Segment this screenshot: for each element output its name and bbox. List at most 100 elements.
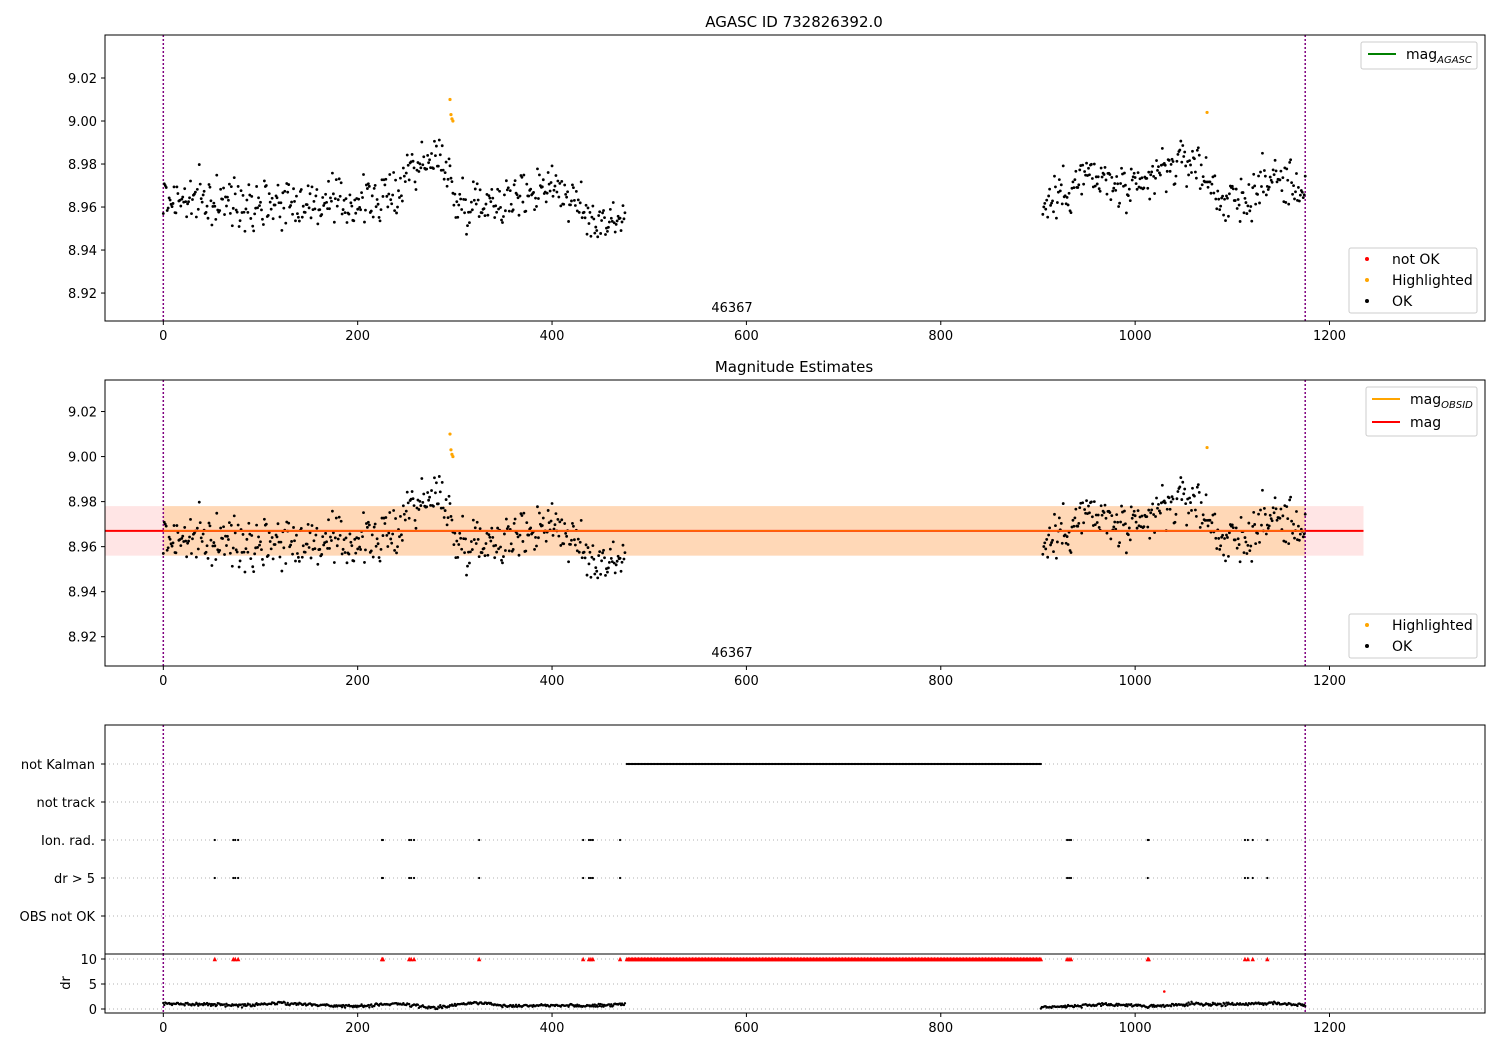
flag-point bbox=[478, 838, 481, 842]
ok-point bbox=[370, 194, 374, 198]
ok-point bbox=[1270, 180, 1274, 184]
ok-point bbox=[450, 518, 454, 522]
ok-point bbox=[553, 184, 557, 188]
ok-point bbox=[403, 180, 407, 184]
ok-point bbox=[599, 572, 603, 576]
ok-point bbox=[1248, 549, 1252, 553]
ok-point bbox=[407, 178, 411, 182]
ok-point bbox=[1120, 166, 1123, 170]
ok-point bbox=[1098, 189, 1102, 193]
ok-point bbox=[1260, 523, 1263, 527]
ok-point bbox=[1152, 174, 1156, 178]
ok-point bbox=[237, 225, 241, 228]
ok-point bbox=[344, 536, 348, 540]
ok-point bbox=[1168, 507, 1172, 511]
ok-point bbox=[325, 540, 328, 544]
ok-point bbox=[252, 570, 256, 574]
ok-point bbox=[619, 229, 623, 232]
ok-point bbox=[505, 188, 509, 192]
ok-point bbox=[1085, 499, 1088, 503]
ok-point bbox=[183, 187, 187, 191]
ok-point bbox=[517, 553, 521, 557]
ok-point bbox=[413, 180, 417, 184]
flag-point bbox=[618, 876, 622, 880]
ok-point bbox=[187, 200, 190, 204]
ok-point bbox=[275, 196, 279, 200]
dr-point bbox=[342, 1004, 346, 1007]
ok-point bbox=[1053, 174, 1056, 178]
ok-point bbox=[174, 551, 178, 555]
highlighted-point bbox=[1205, 445, 1209, 450]
ok-point bbox=[1103, 165, 1107, 169]
ok-point bbox=[1191, 486, 1194, 490]
ok-point bbox=[498, 189, 501, 193]
ok-point bbox=[1176, 490, 1180, 493]
ok-point bbox=[478, 188, 482, 192]
ok-point bbox=[312, 200, 316, 203]
dr-point bbox=[253, 1004, 256, 1008]
ok-point bbox=[1200, 183, 1204, 187]
ok-point bbox=[588, 211, 592, 214]
ok-point bbox=[199, 197, 203, 201]
flag-point bbox=[1251, 876, 1254, 880]
y-tick-label: 8.92 bbox=[68, 287, 97, 302]
ok-point bbox=[1069, 211, 1073, 215]
ok-point bbox=[410, 490, 414, 493]
ok-point bbox=[1234, 187, 1238, 191]
ok-point bbox=[589, 575, 593, 579]
ok-point bbox=[1156, 506, 1159, 510]
ok-point bbox=[212, 541, 216, 544]
ok-point bbox=[552, 188, 556, 192]
ok-point bbox=[267, 192, 271, 196]
ok-point bbox=[172, 185, 176, 189]
ok-point bbox=[1118, 201, 1121, 205]
ok-point bbox=[590, 215, 594, 219]
ok-point bbox=[1291, 531, 1294, 535]
dr-point bbox=[1225, 1001, 1228, 1004]
ok-point bbox=[1218, 547, 1222, 551]
ok-point bbox=[1159, 173, 1162, 177]
ok-point bbox=[1273, 496, 1277, 500]
ok-point bbox=[1082, 182, 1086, 186]
ok-point bbox=[1126, 194, 1130, 198]
ok-point bbox=[1129, 505, 1133, 509]
ok-point bbox=[463, 211, 466, 215]
ok-point bbox=[179, 544, 183, 548]
ok-point bbox=[1191, 149, 1194, 153]
ok-point bbox=[381, 534, 385, 537]
ok-point bbox=[278, 215, 282, 219]
ok-point bbox=[1100, 513, 1104, 517]
ok-point bbox=[250, 194, 254, 198]
legend-ok-label: OK bbox=[1392, 294, 1413, 310]
ok-point bbox=[1077, 521, 1081, 525]
ok-point bbox=[362, 173, 365, 176]
ok-point bbox=[614, 222, 618, 226]
ok-point bbox=[315, 526, 319, 530]
ok-point bbox=[270, 536, 274, 539]
ok-point bbox=[592, 217, 596, 221]
ok-point bbox=[266, 553, 270, 557]
dr-point bbox=[283, 1001, 286, 1004]
ok-point bbox=[325, 200, 328, 204]
ok-point bbox=[228, 551, 232, 555]
ok-point bbox=[472, 538, 476, 541]
ok-point bbox=[478, 527, 482, 531]
ok-point bbox=[1096, 513, 1100, 517]
ok-point bbox=[1261, 488, 1264, 492]
ok-point bbox=[482, 546, 486, 550]
ok-point bbox=[1043, 541, 1047, 545]
ok-point bbox=[1284, 201, 1288, 204]
ok-point bbox=[205, 204, 209, 208]
ok-point bbox=[1303, 174, 1307, 178]
ok-point bbox=[534, 535, 537, 539]
dr-point bbox=[597, 1002, 600, 1006]
ok-point bbox=[464, 198, 467, 202]
ok-point bbox=[400, 194, 403, 198]
ok-point bbox=[1197, 490, 1201, 494]
ok-point bbox=[1120, 504, 1123, 508]
ok-point bbox=[1154, 515, 1157, 518]
dr-ylabel: dr bbox=[59, 976, 74, 990]
dr-capped-point bbox=[476, 956, 482, 962]
ok-point bbox=[554, 512, 558, 515]
ok-point bbox=[402, 512, 406, 516]
